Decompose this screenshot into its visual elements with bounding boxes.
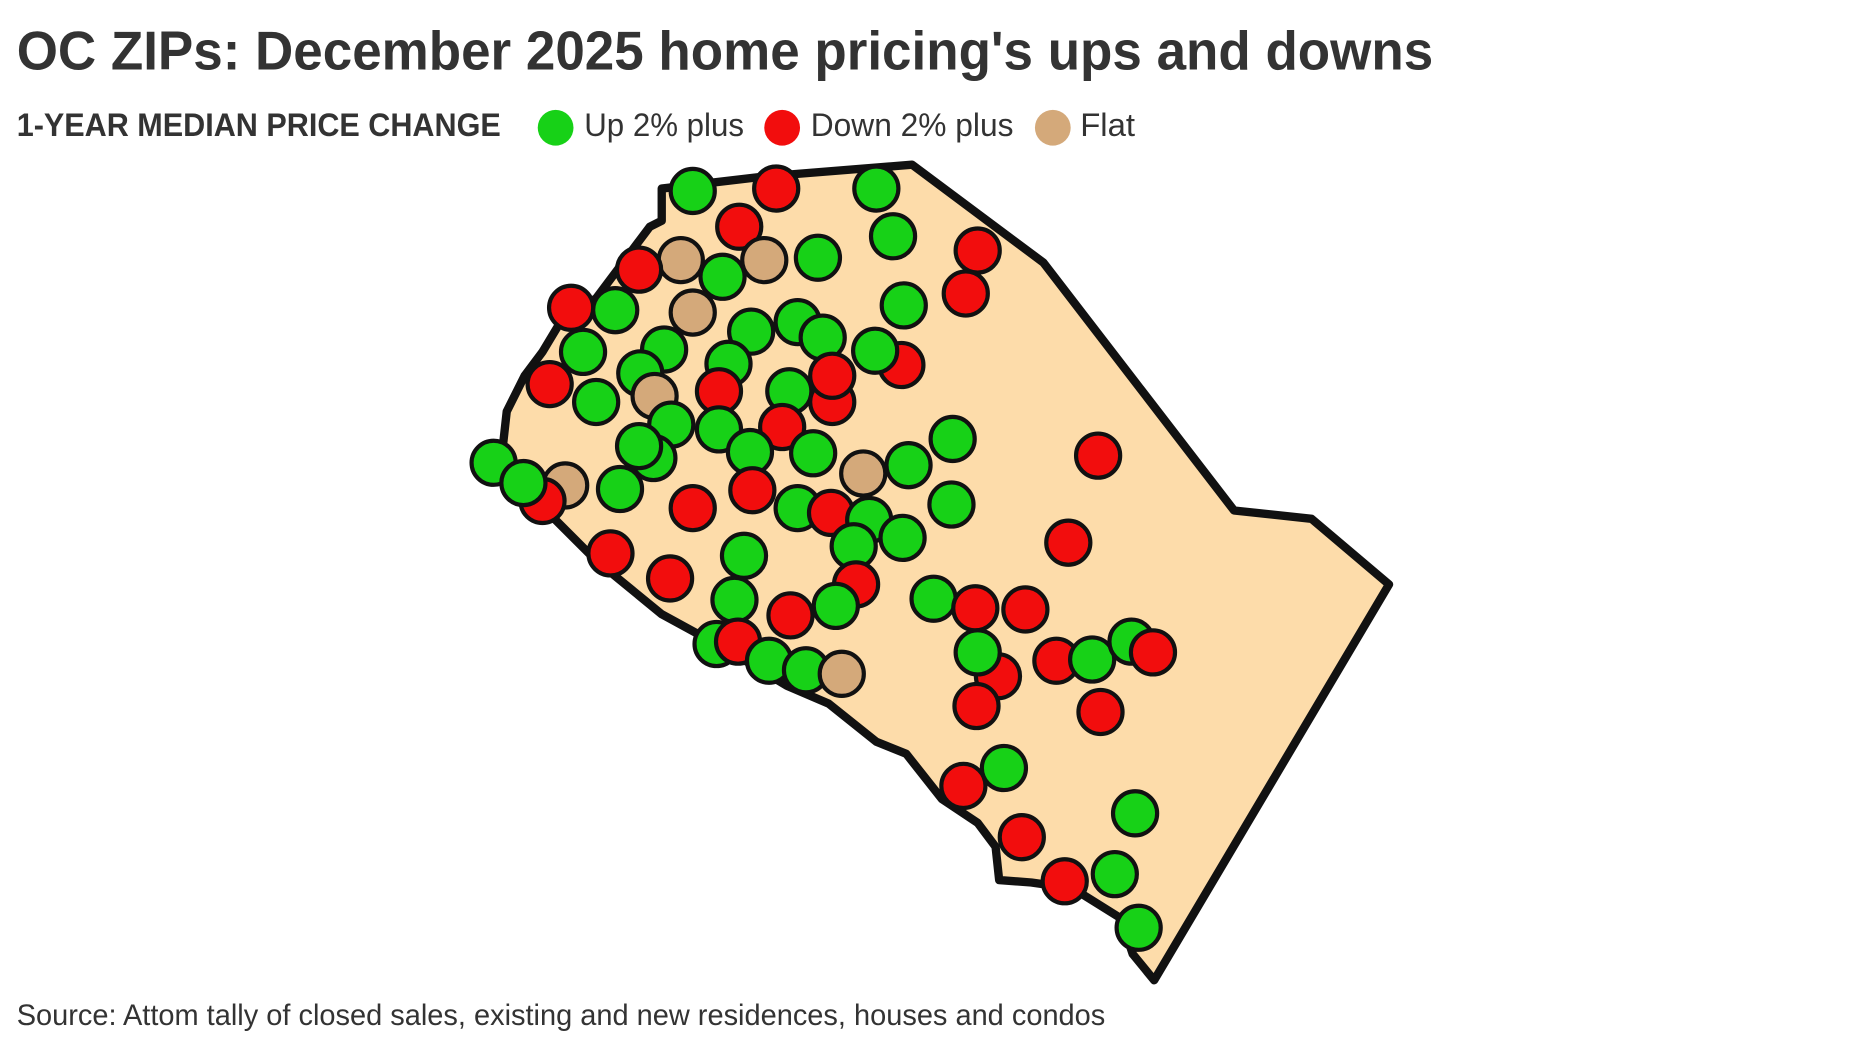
zip-dot [727, 307, 776, 356]
zip-dot [572, 377, 621, 427]
zip-dot [710, 575, 759, 625]
legend-label: Down 2% plus [811, 107, 1014, 143]
zip-dot [817, 649, 866, 698]
zip-dot [979, 743, 1029, 793]
legend: Up 2% plus Down 2% plus Flat [537, 107, 1135, 146]
zip-dot [715, 202, 764, 251]
zip-dot [1076, 687, 1125, 737]
legend-swatch [1034, 109, 1071, 146]
zip-dot [1068, 635, 1117, 684]
zip-dot [668, 483, 717, 533]
zip-dot [525, 359, 574, 409]
zip-dot [546, 283, 596, 332]
zip-dot [1090, 849, 1139, 899]
zip-dots [469, 164, 1178, 952]
legend-title: 1-YEAR MEDIAN PRICE CHANGE [17, 107, 501, 143]
zip-dot [645, 554, 695, 603]
zip-dot [698, 252, 747, 301]
title: OC ZIPs: December 2025 home pricing's up… [17, 20, 1433, 82]
zip-dot [928, 414, 977, 464]
zip-dot [951, 584, 1000, 633]
zip-dot [952, 681, 1001, 731]
zip-dot [1073, 431, 1123, 480]
zip-dot [1114, 903, 1163, 952]
legend-swatch [537, 109, 574, 146]
legend-swatch [764, 109, 801, 146]
zip-dot [668, 288, 717, 337]
zip-dot [953, 226, 1002, 275]
zip-dot [614, 421, 664, 471]
zip-dot [793, 233, 843, 282]
zip-dot [884, 441, 933, 490]
zip-dot [811, 581, 860, 631]
zip-dot [941, 269, 990, 318]
zip-dot [558, 327, 608, 377]
source: Source: Attom tally of closed sales, exi… [17, 999, 1106, 1032]
zip-dot [878, 513, 927, 563]
zip-dot [909, 574, 958, 623]
zip-dot [839, 449, 888, 498]
zip-dot [1044, 518, 1093, 567]
zip-dot [740, 235, 789, 285]
zip-dot [586, 529, 635, 578]
legend-label: Flat [1080, 107, 1135, 143]
zip-dot [851, 326, 900, 375]
zip-dot [953, 628, 1002, 677]
zip-dot [758, 402, 807, 452]
zip-dot [595, 464, 645, 514]
zip-dot [1040, 857, 1089, 906]
zip-dot [728, 466, 777, 515]
legend-label: Up 2% plus [584, 107, 744, 143]
zip-dot [939, 761, 988, 811]
zip-dot [499, 458, 548, 508]
zip-dot [656, 235, 705, 285]
zip-dot [614, 245, 664, 294]
zip-dot [668, 166, 717, 216]
zip-dot [852, 164, 901, 213]
zip-dot [927, 480, 976, 529]
zip-dot [789, 429, 838, 478]
zip-dot [766, 591, 815, 640]
zip-dot [808, 351, 857, 400]
zip-dot [719, 531, 769, 580]
zip-dot [1001, 585, 1050, 634]
zip-dot [752, 164, 801, 213]
zip-dot [879, 281, 928, 330]
zip-dot [1110, 789, 1160, 838]
zip-dot [868, 212, 918, 261]
zip-dot [997, 813, 1046, 862]
zip-dot [1128, 628, 1178, 677]
zip-dot [591, 286, 640, 335]
